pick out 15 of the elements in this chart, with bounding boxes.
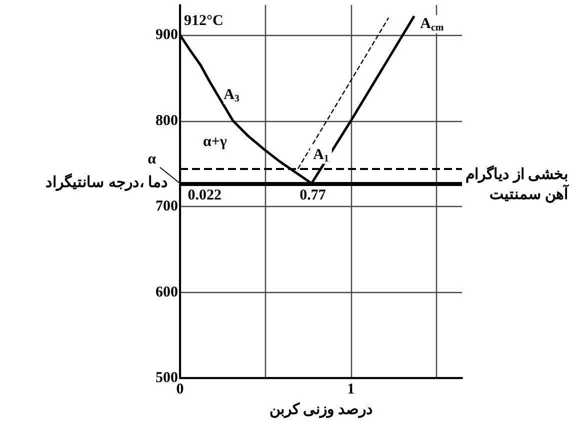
annotation: α: [148, 151, 157, 168]
y-tick-label: 800: [156, 112, 178, 129]
annotation: 0.022: [188, 187, 222, 204]
text: بخشی از دیاگرام آهن سمنتیت: [466, 165, 570, 203]
x-axis-title: درصد وزنی کربن: [269, 402, 373, 418]
y-tick-label: 900: [156, 27, 178, 44]
x-tick-label: 1: [347, 382, 355, 398]
annotation: α+γ: [203, 134, 227, 150]
annotation: 912°C: [184, 13, 224, 30]
y-tick-label: 500: [156, 370, 178, 386]
y-axis-title: دما ،درجه سانتیگراد: [46, 173, 168, 191]
x-tick-label: 0: [176, 382, 184, 398]
y-tick-label: 600: [156, 284, 178, 300]
annotation: 0.77: [300, 187, 326, 204]
y-tick-label: 700: [156, 198, 178, 215]
